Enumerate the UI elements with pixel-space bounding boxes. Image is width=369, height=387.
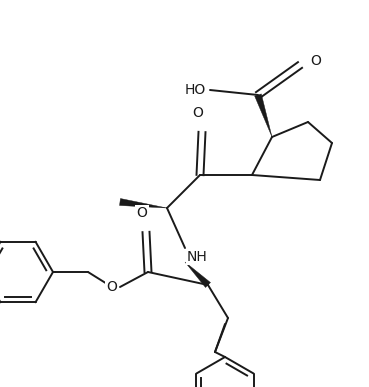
Polygon shape: [185, 262, 210, 288]
Text: NH: NH: [187, 250, 208, 264]
Text: O: O: [137, 206, 148, 220]
Text: O: O: [310, 54, 321, 68]
Polygon shape: [120, 199, 167, 208]
Text: HO: HO: [185, 83, 206, 97]
Text: O: O: [106, 280, 117, 294]
Polygon shape: [255, 94, 272, 137]
Text: O: O: [193, 106, 203, 120]
